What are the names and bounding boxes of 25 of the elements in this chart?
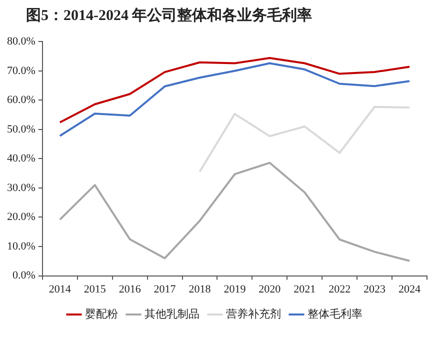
x-tick-label: 2020 xyxy=(258,283,282,296)
legend-label: 婴配粉 xyxy=(85,308,118,320)
y-tick-label: 60.0% xyxy=(6,94,36,106)
x-tick-label: 2022 xyxy=(328,283,351,296)
legend-label: 其他乳制品 xyxy=(144,307,200,320)
x-tick-label: 2014 xyxy=(48,283,72,296)
y-tick-label: 20.0% xyxy=(6,211,36,224)
x-tick-label: 2017 xyxy=(154,283,176,296)
y-tick-label: 40.0% xyxy=(6,152,36,165)
x-tick-label: 2016 xyxy=(118,283,142,296)
y-tick-label: 0.0% xyxy=(12,270,36,282)
legend-label: 营养补充剂 xyxy=(226,307,281,320)
x-tick-label: 2021 xyxy=(294,283,316,296)
x-tick-label: 2024 xyxy=(398,283,422,296)
x-tick-label: 2019 xyxy=(224,283,246,296)
y-tick-label: 10.0% xyxy=(6,240,36,252)
chart-title: 图5：2014-2024 年公司整体和各业务毛利率 xyxy=(25,6,314,26)
x-tick-label: 2023 xyxy=(364,283,386,296)
legend-label: 整体毛利率 xyxy=(308,307,362,320)
x-tick-label: 2015 xyxy=(84,283,106,296)
x-tick-label: 2018 xyxy=(188,283,212,296)
y-tick-label: 30.0% xyxy=(6,182,36,194)
y-tick-label: 80.0% xyxy=(6,35,36,48)
y-tick-label: 50.0% xyxy=(6,123,36,136)
y-tick-label: 70.0% xyxy=(6,64,36,77)
